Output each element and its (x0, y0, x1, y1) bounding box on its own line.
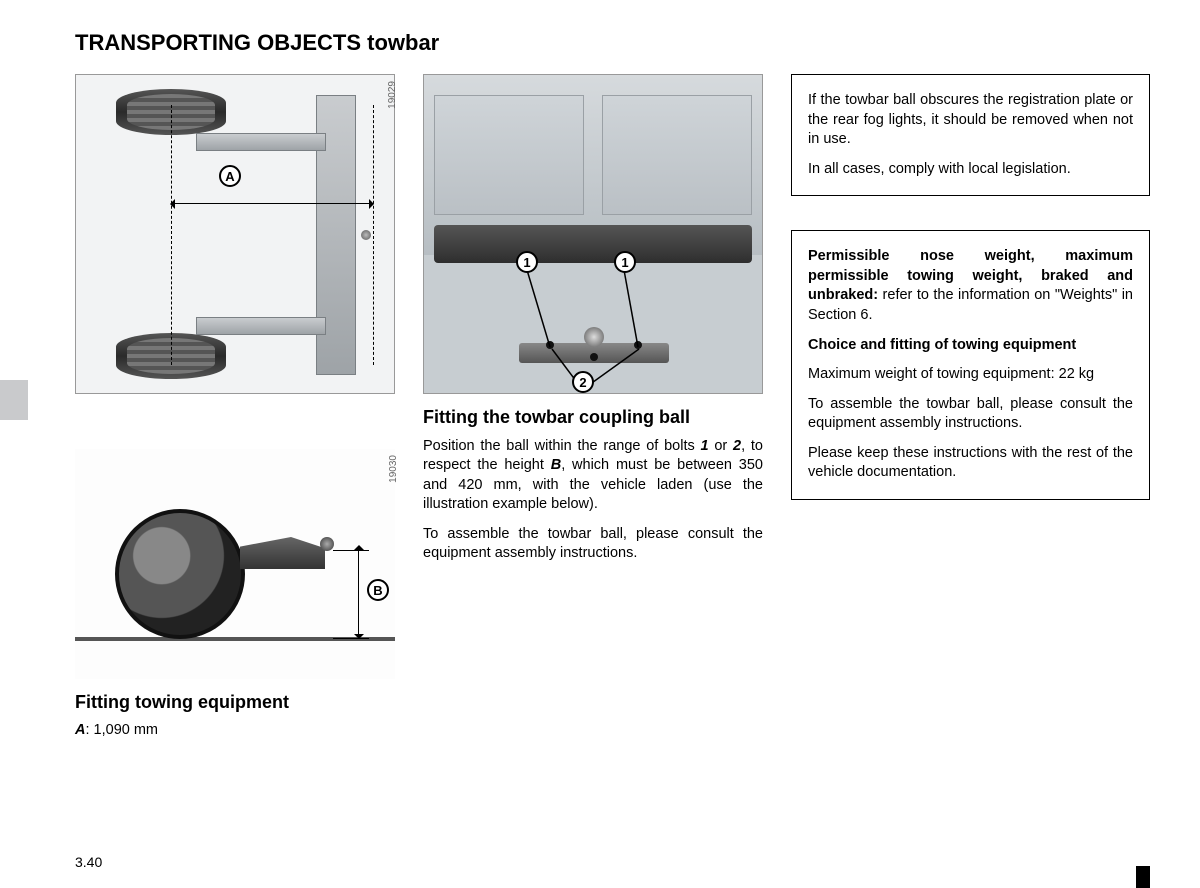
column-3: If the towbar ball obscures the registra… (791, 74, 1150, 534)
heading-fitting-equipment: Fitting towing equipment (75, 691, 395, 714)
spec-a: A: 1,090 mm (75, 722, 395, 738)
callout-2: 2 (572, 371, 594, 393)
page-title: TRANSPORTING OBJECTS towbar (75, 30, 1150, 56)
box2-p3: Please keep these instructions with the … (808, 444, 1133, 483)
spec-a-label: A (75, 722, 85, 738)
figure-c: 36593 1 1 (423, 74, 763, 394)
col2-p1: Position the ball within the range of bo… (423, 437, 763, 515)
wheel-side (115, 509, 245, 639)
box2-p2: To assemble the towbar ball, please cons… (808, 395, 1133, 434)
figure-b: 19030 B (75, 449, 395, 679)
dim-tick-bot (333, 638, 369, 639)
column-1: 19029 A 19030 (75, 74, 395, 738)
p1-c: or (709, 438, 733, 454)
corner-stub (1136, 866, 1150, 888)
box2-subheading: Choice and fitting of towing equipment (808, 336, 1133, 356)
info-box-2: Permissible nose weight, maximum permiss… (791, 230, 1150, 500)
axis-1 (171, 105, 172, 365)
dim-tick-top (333, 550, 369, 551)
rail-bottom (196, 317, 326, 335)
content-columns: 19029 A 19030 (75, 74, 1150, 738)
box2-lead: Permissible nose weight, maximum permiss… (808, 247, 1133, 325)
box2-p1: Maximum weight of towing equipment: 22 k… (808, 365, 1133, 385)
spec-a-value: : 1,090 mm (85, 722, 158, 738)
manual-page: TRANSPORTING OBJECTS towbar 19029 A 1903… (0, 0, 1200, 758)
callout-1a: 1 (516, 251, 538, 273)
dim-arrow-b (358, 547, 359, 637)
leader-lines (424, 75, 762, 393)
p1-b2: 2 (733, 438, 741, 454)
ball-top (361, 230, 371, 240)
axis-2 (373, 105, 374, 365)
figure-b-id: 19030 (388, 455, 399, 483)
margin-tab (0, 380, 28, 420)
hitch-arm (240, 537, 325, 569)
callout-b: B (367, 579, 389, 601)
heading-coupling-ball: Fitting the towbar coupling ball (423, 406, 763, 429)
p1-b3: B (551, 457, 561, 473)
info-box-1: If the towbar ball obscures the registra… (791, 74, 1150, 196)
box1-p2: In all cases, comply with local legislat… (808, 160, 1133, 180)
figure-a-id: 19029 (387, 81, 398, 109)
rail-top (196, 133, 326, 151)
box1-p1: If the towbar ball obscures the registra… (808, 91, 1133, 150)
p1-b1: 1 (701, 438, 709, 454)
page-number: 3.40 (75, 854, 102, 870)
column-2: 36593 1 1 (423, 74, 763, 574)
dim-arrow-a (172, 203, 372, 204)
p1-a: Position the ball within the range of bo… (423, 438, 701, 454)
callout-a: A (219, 165, 241, 187)
ball-side (320, 537, 334, 551)
col2-p2: To assemble the towbar ball, please cons… (423, 525, 763, 564)
figure-a: 19029 A (75, 74, 395, 394)
callout-1b: 1 (614, 251, 636, 273)
